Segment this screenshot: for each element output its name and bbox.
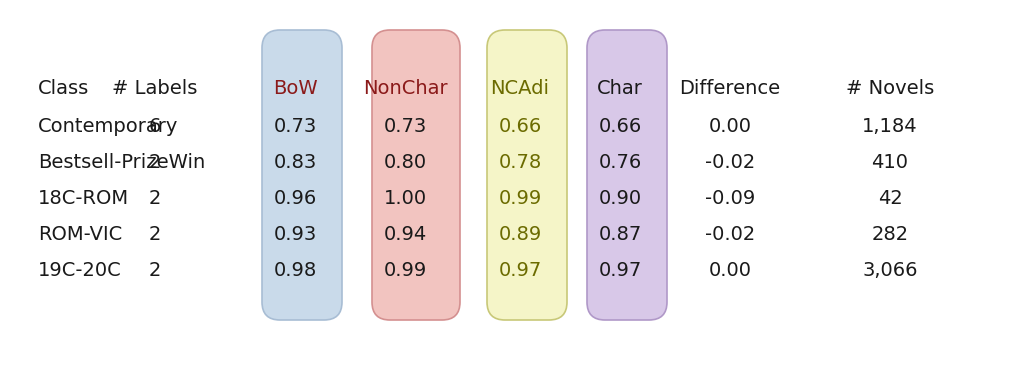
Text: 2: 2 [148, 225, 161, 245]
Text: NonChar: NonChar [362, 79, 447, 97]
Text: 0.83: 0.83 [273, 154, 316, 172]
Text: ROM-VIC: ROM-VIC [38, 225, 122, 245]
Text: 0.80: 0.80 [383, 154, 427, 172]
Text: 0.98: 0.98 [273, 262, 316, 280]
Text: NCAdi: NCAdi [490, 79, 550, 97]
Text: 0.99: 0.99 [383, 262, 427, 280]
Text: 2: 2 [148, 262, 161, 280]
Text: Difference: Difference [680, 79, 780, 97]
Text: BoW: BoW [272, 79, 317, 97]
Text: 0.00: 0.00 [709, 117, 752, 137]
Text: 0.93: 0.93 [273, 225, 316, 245]
Text: 0.90: 0.90 [598, 190, 642, 208]
Text: 0.76: 0.76 [598, 154, 642, 172]
Text: Char: Char [597, 79, 643, 97]
Text: 0.78: 0.78 [499, 154, 542, 172]
Text: 19C-20C: 19C-20C [38, 262, 122, 280]
Text: 18C-ROM: 18C-ROM [38, 190, 129, 208]
Text: 0.87: 0.87 [598, 225, 642, 245]
Text: 0.96: 0.96 [273, 190, 316, 208]
Text: Class: Class [38, 79, 89, 97]
FancyBboxPatch shape [262, 30, 342, 320]
Text: 0.99: 0.99 [499, 190, 542, 208]
Text: 0.89: 0.89 [499, 225, 542, 245]
Text: 0.73: 0.73 [383, 117, 427, 137]
Text: -0.09: -0.09 [705, 190, 755, 208]
Text: 2: 2 [148, 190, 161, 208]
Text: 1,184: 1,184 [862, 117, 918, 137]
Text: # Novels: # Novels [846, 79, 934, 97]
Text: 0.94: 0.94 [383, 225, 427, 245]
Text: 0.97: 0.97 [499, 262, 542, 280]
Text: 410: 410 [871, 154, 908, 172]
Text: 0.66: 0.66 [598, 117, 642, 137]
Text: 0.97: 0.97 [598, 262, 642, 280]
FancyBboxPatch shape [587, 30, 667, 320]
Text: 1.00: 1.00 [383, 190, 427, 208]
Text: 42: 42 [878, 190, 902, 208]
Text: Bestsell-PrizeWin: Bestsell-PrizeWin [38, 154, 205, 172]
Text: 282: 282 [871, 225, 908, 245]
Text: 0.00: 0.00 [709, 262, 752, 280]
Text: -0.02: -0.02 [705, 225, 755, 245]
Text: # Labels: # Labels [113, 79, 198, 97]
Text: 2: 2 [148, 154, 161, 172]
Text: 3,066: 3,066 [862, 262, 918, 280]
Text: Contemporary: Contemporary [38, 117, 178, 137]
FancyBboxPatch shape [372, 30, 460, 320]
Text: -0.02: -0.02 [705, 154, 755, 172]
Text: 6: 6 [148, 117, 161, 137]
FancyBboxPatch shape [487, 30, 567, 320]
Text: 0.66: 0.66 [499, 117, 542, 137]
Text: 0.73: 0.73 [273, 117, 316, 137]
